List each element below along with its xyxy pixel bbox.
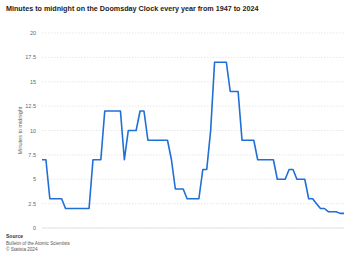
y-tick-label: 5 — [33, 176, 36, 182]
grid-line — [42, 228, 344, 229]
y-tick-label: 12.5 — [25, 103, 36, 109]
y-tick-label: 15 — [30, 79, 36, 85]
title: Minutes to midnight on the Doomsday Cloc… — [6, 4, 258, 13]
grid-line — [42, 203, 344, 204]
y-tick-label: 7.5 — [28, 152, 36, 158]
copyright: © Statista 2024 — [6, 246, 38, 252]
chart: Minutes to midnight on the Doomsday Cloc… — [0, 0, 355, 253]
y-tick-label: 0 — [33, 225, 36, 231]
y-tick-label: 10 — [30, 128, 36, 134]
source-title: Source — [6, 233, 23, 239]
grid-line — [42, 106, 344, 107]
grid-line — [42, 81, 344, 82]
x-axis-line — [42, 228, 344, 229]
grid — [42, 33, 344, 228]
grid-line — [42, 154, 344, 155]
source: Bulletin of the Atomic Scientists — [6, 241, 71, 246]
y-tick-label: 2.5 — [28, 201, 36, 207]
y-tick-label: 20 — [30, 30, 36, 36]
grid-line — [42, 57, 344, 58]
plot-area — [42, 62, 344, 213]
data-line — [42, 62, 344, 213]
y-tick-label: 17.5 — [25, 54, 36, 60]
grid-line — [42, 33, 344, 34]
grid-line — [42, 130, 344, 131]
y-axis-label: Minutes to midnight — [17, 106, 23, 154]
